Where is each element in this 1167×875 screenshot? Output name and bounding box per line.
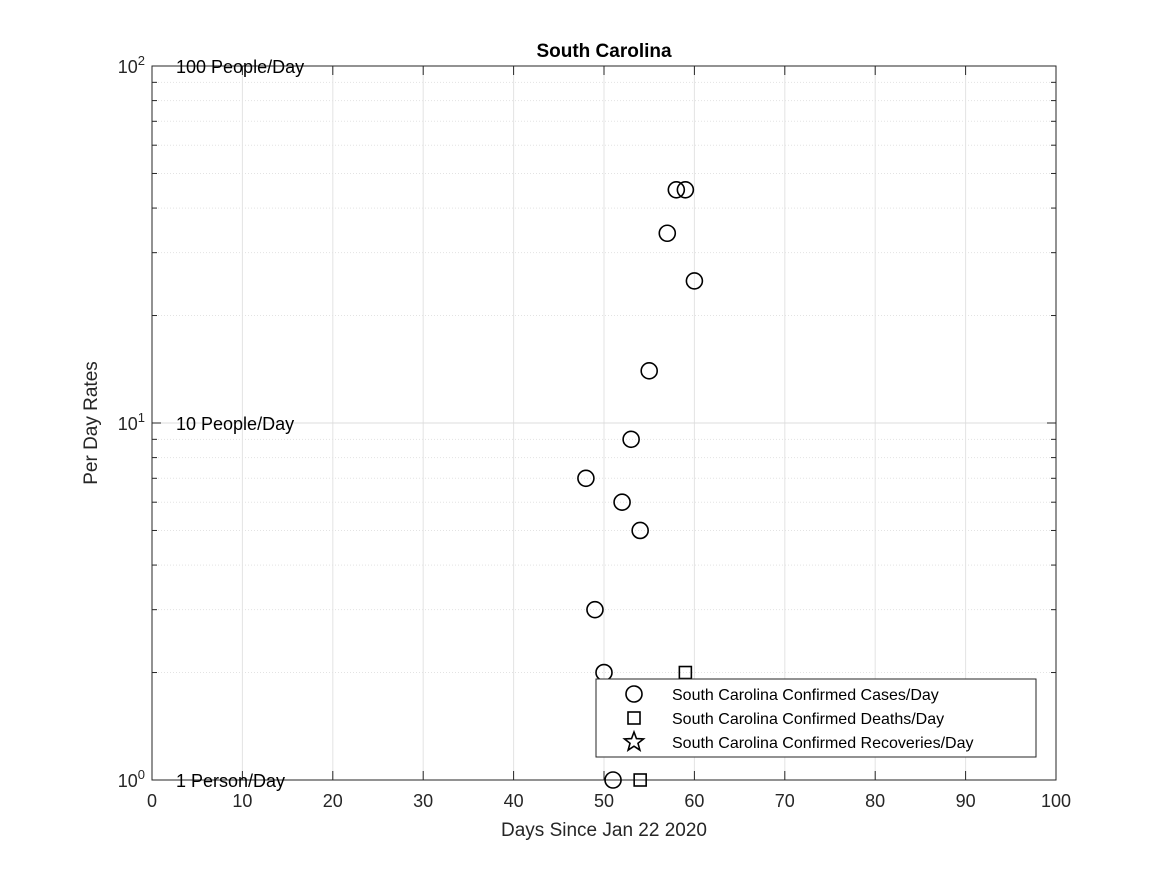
legend-label: South Carolina Confirmed Recoveries/Day [672,735,973,752]
rate-annotation: 1 Person/Day [176,771,285,791]
data-point-circle [577,469,595,488]
grid [151,65,1057,781]
x-tick-label: 50 [594,791,614,811]
x-axis-label: Days Since Jan 22 2020 [501,820,707,841]
legend-marker-star [622,729,646,752]
data-point-circle [622,430,640,449]
data-point-circle [685,272,704,290]
x-tick-label: 10 [232,791,252,811]
legend: South Carolina Confirmed Cases/Day South … [595,678,1037,758]
legend-label: South Carolina Confirmed Cases/Day [672,687,939,704]
x-tick-label: 100 [1041,791,1071,811]
x-tick-label: 60 [684,791,704,811]
rate-annotation: 10 People/Day [176,414,294,434]
rate-annotation: 100 People/Day [176,57,304,77]
y-tick-label: 102 [118,53,145,77]
data-point-circle [667,181,686,199]
data-marks [577,181,704,789]
y-tick-label: 101 [118,410,145,434]
data-point-circle [631,521,649,540]
data-point-circle [676,181,695,199]
legend-box [595,678,1037,758]
annotations: 1 Person/Day 10 People/Day 100 People/Day [176,57,304,791]
x-tick-label: 70 [775,791,795,811]
tick-labels: 0 10 20 30 40 50 60 70 80 90 100 100 101 102 [118,53,1071,811]
x-tick-label: 20 [323,791,343,811]
x-tick-label: 40 [504,791,524,811]
data-point-square [633,773,647,787]
data-point-circle [658,224,677,243]
data-point-circle [586,600,604,619]
legend-marker-circle [625,685,643,703]
chart-title: South Carolina [536,41,672,62]
data-point-circle [613,493,631,512]
legend-label: South Carolina Confirmed Deaths/Day [672,711,944,728]
x-tick-label: 30 [413,791,433,811]
axes [151,65,1057,781]
x-tick-label: 0 [147,791,157,811]
x-tick-label: 90 [956,791,976,811]
y-tick-label: 100 [118,767,145,791]
y-axis-label: Per Day Rates [81,361,102,485]
x-tick-label: 80 [865,791,885,811]
legend-marker-square [627,711,641,725]
data-point-circle [640,362,659,380]
data-point-circle [604,771,622,789]
